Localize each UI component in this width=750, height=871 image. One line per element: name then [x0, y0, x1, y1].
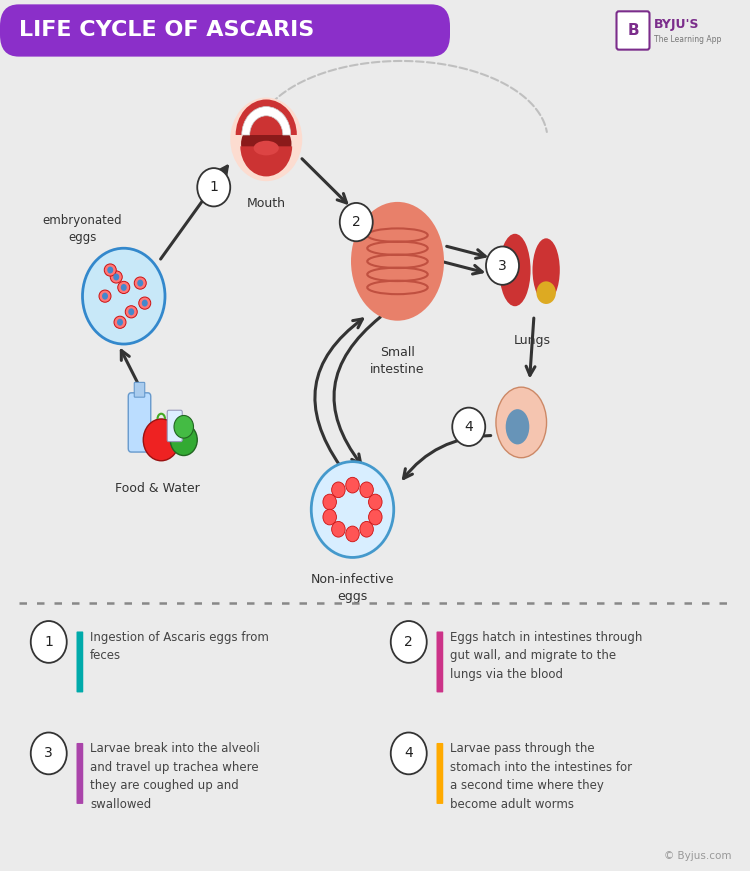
Circle shape	[31, 621, 67, 663]
Ellipse shape	[506, 409, 530, 444]
FancyBboxPatch shape	[76, 631, 83, 692]
Circle shape	[368, 510, 382, 525]
Wedge shape	[236, 99, 297, 135]
Circle shape	[121, 284, 127, 291]
Circle shape	[170, 424, 197, 456]
Ellipse shape	[536, 281, 556, 304]
Ellipse shape	[241, 121, 292, 166]
Ellipse shape	[125, 306, 137, 318]
Ellipse shape	[532, 239, 560, 301]
Circle shape	[137, 280, 143, 287]
Ellipse shape	[118, 281, 130, 294]
Circle shape	[332, 482, 345, 497]
Circle shape	[230, 98, 302, 181]
FancyBboxPatch shape	[134, 382, 145, 397]
Ellipse shape	[134, 277, 146, 289]
Text: Mouth: Mouth	[247, 197, 286, 210]
Circle shape	[452, 408, 485, 446]
Circle shape	[128, 308, 134, 315]
FancyBboxPatch shape	[128, 393, 151, 452]
FancyBboxPatch shape	[616, 11, 650, 50]
Wedge shape	[240, 146, 292, 177]
Text: Lungs: Lungs	[514, 334, 551, 348]
Circle shape	[323, 494, 337, 510]
Text: 1: 1	[209, 180, 218, 194]
Circle shape	[486, 246, 519, 285]
Ellipse shape	[254, 141, 279, 155]
Ellipse shape	[500, 233, 530, 307]
Circle shape	[360, 522, 374, 537]
Text: 2: 2	[352, 215, 361, 229]
Text: Food & Water: Food & Water	[116, 482, 200, 495]
Text: Ingestion of Ascaris eggs from
feces: Ingestion of Ascaris eggs from feces	[90, 631, 268, 662]
Ellipse shape	[351, 202, 444, 321]
Ellipse shape	[139, 297, 151, 309]
Text: 3: 3	[44, 746, 53, 760]
Circle shape	[391, 733, 427, 774]
Text: Larvae break into the alveoli
and travel up trachea where
they are coughed up an: Larvae break into the alveoli and travel…	[90, 742, 260, 811]
Circle shape	[332, 522, 345, 537]
Text: The Learning App: The Learning App	[654, 35, 722, 44]
Text: LIFE CYCLE OF ASCARIS: LIFE CYCLE OF ASCARIS	[19, 20, 314, 39]
Circle shape	[323, 510, 337, 525]
Circle shape	[346, 477, 359, 493]
Text: B: B	[627, 23, 639, 38]
Text: embryonated
eggs: embryonated eggs	[43, 214, 122, 244]
Circle shape	[391, 621, 427, 663]
Text: BYJU'S: BYJU'S	[654, 18, 700, 30]
Circle shape	[102, 293, 108, 300]
FancyBboxPatch shape	[167, 410, 182, 442]
Ellipse shape	[99, 290, 111, 302]
Circle shape	[82, 248, 165, 344]
Circle shape	[143, 419, 179, 461]
Text: 1: 1	[44, 635, 53, 649]
Text: Non-infective
eggs: Non-infective eggs	[310, 573, 394, 603]
Text: Larvae pass through the
stomach into the intestines for
a second time where they: Larvae pass through the stomach into the…	[450, 742, 632, 811]
FancyBboxPatch shape	[0, 4, 450, 57]
Text: 3: 3	[498, 259, 507, 273]
Text: Small
intestine: Small intestine	[370, 346, 424, 375]
Circle shape	[107, 267, 113, 273]
Circle shape	[113, 273, 119, 280]
FancyBboxPatch shape	[436, 631, 443, 692]
Circle shape	[197, 168, 230, 206]
Text: 4: 4	[404, 746, 413, 760]
Ellipse shape	[114, 316, 126, 328]
Circle shape	[31, 733, 67, 774]
Text: © Byjus.com: © Byjus.com	[664, 851, 731, 861]
FancyBboxPatch shape	[76, 743, 83, 804]
Ellipse shape	[104, 264, 116, 276]
Wedge shape	[242, 106, 291, 135]
Text: Eggs hatch in intestines through
gut wall, and migrate to the
lungs via the bloo: Eggs hatch in intestines through gut wal…	[450, 631, 642, 680]
Circle shape	[311, 462, 394, 557]
Ellipse shape	[110, 271, 122, 283]
Text: 4: 4	[464, 420, 473, 434]
Text: 2: 2	[404, 635, 413, 649]
Circle shape	[142, 300, 148, 307]
Ellipse shape	[496, 387, 547, 458]
Circle shape	[174, 415, 194, 438]
Circle shape	[117, 319, 123, 326]
Circle shape	[346, 526, 359, 542]
FancyBboxPatch shape	[436, 743, 443, 804]
Circle shape	[368, 494, 382, 510]
Circle shape	[360, 482, 374, 497]
Circle shape	[340, 203, 373, 241]
